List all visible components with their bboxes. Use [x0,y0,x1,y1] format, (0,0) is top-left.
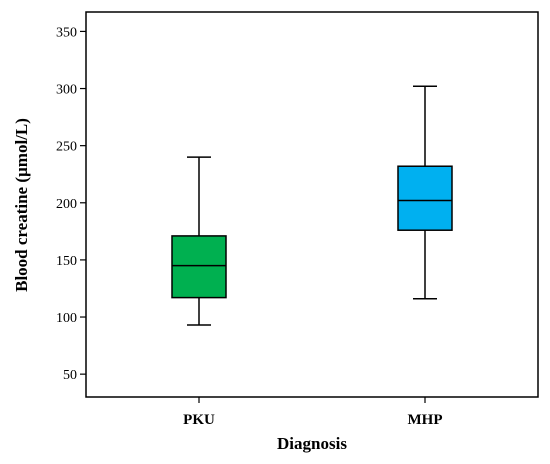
y-tick-label: 50 [63,368,77,383]
box-series [171,85,453,326]
y-tick-label: 250 [56,140,77,155]
box-pku [171,156,227,326]
y-tick-label: 350 [56,25,77,40]
iqr-box [397,165,453,231]
y-axis-title: Blood creatine (µmol/L) [12,118,31,292]
y-axis-ticks: 50 100 150 200 250 300 350 [56,25,86,383]
iqr-box [171,235,227,299]
y-tick-label: 300 [56,83,77,98]
y-tick-label: 200 [56,197,77,212]
y-tick-label: 100 [56,311,77,326]
plot-frame [85,11,539,398]
x-axis-ticks: PKU MHP [183,397,443,428]
x-category-label: MHP [408,412,443,428]
x-category-label: PKU [183,412,215,428]
x-axis-title: Diagnosis [277,434,347,453]
y-tick-label: 150 [56,254,77,269]
box-mhp [397,85,453,300]
